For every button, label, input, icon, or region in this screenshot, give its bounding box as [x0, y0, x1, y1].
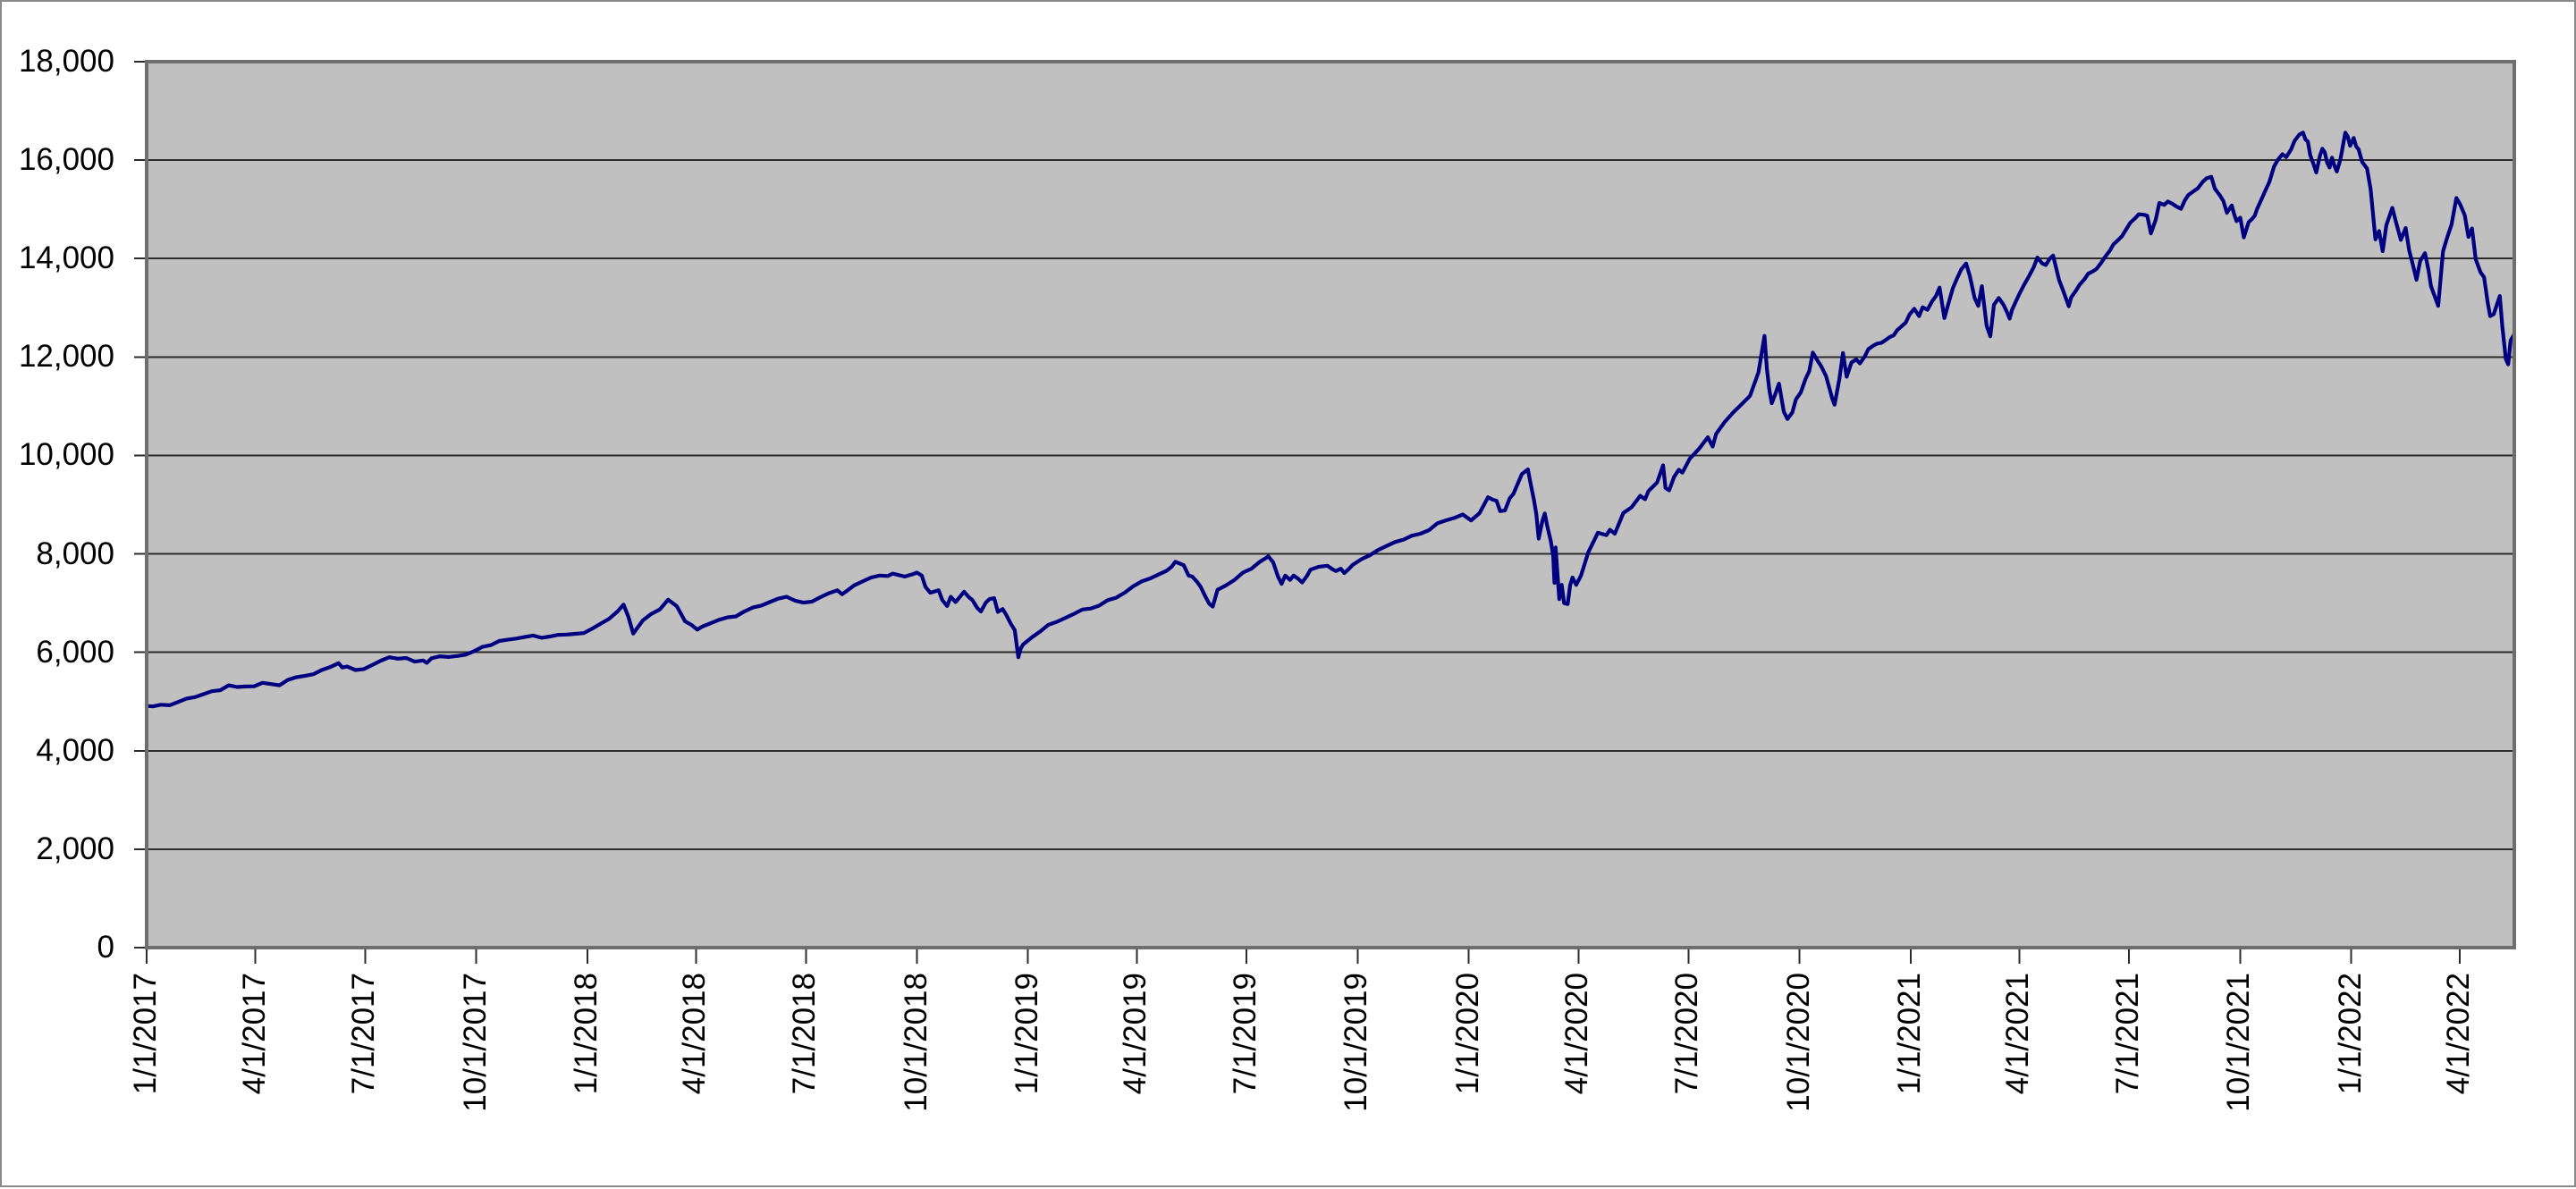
x-axis-label: 1/1/2018 [568, 973, 604, 1095]
x-axis-label: 4/1/2017 [236, 973, 272, 1095]
y-axis-label: 2,000 [36, 831, 114, 866]
x-axis-label: 4/1/2021 [2000, 973, 2036, 1095]
x-axis-label: 7/1/2018 [787, 973, 823, 1095]
plot-area [147, 62, 2514, 948]
x-axis-label: 10/1/2019 [1339, 973, 1374, 1112]
x-axis-label: 1/1/2017 [128, 973, 163, 1095]
x-axis-label: 7/1/2020 [1669, 973, 1705, 1095]
x-axis-label: 10/1/2018 [898, 973, 933, 1112]
x-axis-label: 1/1/2019 [1009, 973, 1044, 1095]
y-axis-label: 4,000 [36, 732, 114, 768]
x-axis-label: 10/1/2020 [1780, 973, 1816, 1112]
x-axis-label: 10/1/2021 [2221, 973, 2257, 1112]
y-axis-label: 12,000 [18, 339, 114, 375]
x-axis-label: 4/1/2019 [1118, 973, 1153, 1095]
y-axis-label: 8,000 [36, 535, 114, 571]
x-axis-label: 1/1/2021 [1891, 973, 1927, 1095]
y-axis-label: 6,000 [36, 634, 114, 670]
plot-border [145, 60, 2516, 949]
x-axis-label: 7/1/2017 [346, 973, 382, 1095]
x-axis-label: 10/1/2017 [457, 973, 493, 1112]
x-axis-label: 7/1/2021 [2110, 973, 2146, 1095]
y-axis-label: 14,000 [18, 240, 114, 276]
y-axis-label: 10,000 [18, 437, 114, 473]
x-axis-label: 1/1/2022 [2332, 973, 2368, 1095]
x-axis-label: 4/1/2018 [677, 973, 713, 1095]
y-axis-label: 0 [97, 930, 114, 965]
x-axis-label: 7/1/2019 [1228, 973, 1263, 1095]
x-axis-label: 4/1/2020 [1559, 973, 1595, 1095]
x-axis-label: 4/1/2022 [2441, 973, 2477, 1095]
y-axis-label: 18,000 [18, 44, 114, 79]
x-axis-label: 1/1/2020 [1449, 973, 1485, 1095]
series-line [144, 131, 2517, 709]
y-axis-label: 16,000 [18, 142, 114, 178]
